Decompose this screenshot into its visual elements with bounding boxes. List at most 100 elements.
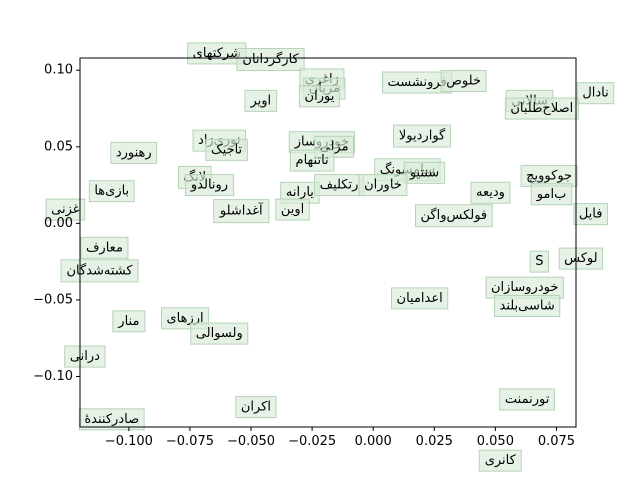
point-label: یوران xyxy=(298,85,341,108)
point-label: شاسی‌بلند xyxy=(494,295,561,318)
point-label-text: بازی‌ها xyxy=(94,184,129,199)
point-label-text: رتکلیف xyxy=(320,178,359,193)
point-label-text: اویر xyxy=(249,93,271,108)
point-label-box xyxy=(391,287,449,310)
point-label-text: کانری xyxy=(485,453,517,468)
point-label: تاجیک xyxy=(205,138,248,161)
point-label-text: تاتنهام xyxy=(296,153,330,168)
point-label: فایل xyxy=(573,203,608,226)
x-axis: −0.100 −0.075 −0.050 −0.025 0.000 0.025 0.050 0… xyxy=(105,427,575,449)
y-axis: −0.10 −0.05 0.00 0.05 0.10 xyxy=(33,63,80,384)
point-label-text: اصلاح‌طلبان xyxy=(510,101,573,116)
x-tick-label: 0.025 xyxy=(416,434,453,449)
point-label-text: تاجیک xyxy=(211,142,243,157)
x-tick-label: 0.000 xyxy=(355,434,392,449)
point-label-text: یارانه xyxy=(286,185,314,200)
x-tick-label: −0.075 xyxy=(166,434,214,449)
point-label-box xyxy=(470,181,511,204)
point-label-box xyxy=(80,236,129,259)
point-label-box xyxy=(184,174,235,197)
y-tick-label: 0.10 xyxy=(44,63,73,78)
point-label-text: کشته‌شدگان xyxy=(66,262,133,278)
point-label: رونالدو xyxy=(184,174,235,197)
point-label: اویر xyxy=(244,89,278,112)
word-labels-layer: شرکتهایکارگردانانزاغریمریانیوراناویرفرون… xyxy=(45,42,615,472)
point-label-box xyxy=(45,198,86,221)
point-label-text: اوین xyxy=(281,202,304,217)
point-label-box xyxy=(88,180,135,203)
point-label-box xyxy=(392,124,452,148)
point-label-text: ولسوالی xyxy=(196,326,243,341)
point-label: کانری xyxy=(478,449,522,472)
point-label-box xyxy=(190,322,249,345)
point-label: خودروسازان xyxy=(485,276,564,299)
point-label-text: فایل xyxy=(579,207,603,222)
point-label-box xyxy=(289,149,335,172)
point-label: سنتیو xyxy=(403,161,446,184)
point-label-text: گواردیولا xyxy=(399,128,446,144)
point-label-box xyxy=(275,198,310,221)
point-label: اصلاح‌طلبان xyxy=(504,97,579,120)
y-tick-label: −0.10 xyxy=(33,369,73,384)
point-label-box xyxy=(494,295,561,318)
point-label-text: صادرکنندهٔ xyxy=(84,412,139,427)
point-label-text: لوکس xyxy=(564,251,597,266)
point-label-text: معارف xyxy=(86,240,123,255)
point-label-box xyxy=(504,97,579,120)
point-label-box xyxy=(403,161,446,184)
point-label: غزنی xyxy=(45,198,86,221)
point-label-box xyxy=(236,48,305,72)
point-label-text: خلوص xyxy=(446,73,481,88)
point-label-text: رونالدو xyxy=(190,178,228,193)
y-tick-label: 0.00 xyxy=(44,216,73,231)
point-label-text: یوران xyxy=(305,89,335,104)
point-label-text: آغداشلو xyxy=(219,202,264,219)
point-label-text: اکران xyxy=(241,400,271,415)
point-label-box xyxy=(499,388,556,411)
point-label: خلوص xyxy=(440,69,487,92)
point-label: منار xyxy=(112,310,146,333)
point-label: یارانه xyxy=(280,181,320,204)
point-label-box xyxy=(440,69,487,92)
point-label: کشته‌شدگان xyxy=(60,259,139,283)
point-label-text: فولکس‌واگن xyxy=(421,207,488,223)
point-label-text: نادال xyxy=(582,86,608,101)
point-label-box xyxy=(112,310,146,333)
point-label-box xyxy=(358,174,408,197)
point-label: ولسوالی xyxy=(190,322,249,345)
point-label-text: ب‌امو xyxy=(536,187,567,202)
point-label-text: درانی xyxy=(70,349,100,364)
point-label-box xyxy=(573,203,608,226)
point-label-text: فرونشست xyxy=(388,75,447,90)
point-label-text: جوکوویچ xyxy=(526,168,572,183)
point-label-box xyxy=(244,89,278,112)
point-label: رهنورد xyxy=(110,141,158,164)
x-tick-label: −0.100 xyxy=(105,434,153,449)
point-label-box xyxy=(298,85,341,108)
y-tick-label: 0.05 xyxy=(44,139,73,154)
point-label-box xyxy=(529,250,549,273)
point-label-text: کارگردانان xyxy=(242,51,299,67)
point-label-text: منار xyxy=(117,314,139,329)
point-label: درانی xyxy=(64,345,106,368)
point-label-box xyxy=(78,408,145,431)
point-label-text: تورنمنت xyxy=(505,392,550,407)
point-label: اوین xyxy=(275,198,310,221)
point-label: صادرکنندهٔ xyxy=(78,408,145,431)
x-tick-label: 0.050 xyxy=(477,434,514,449)
point-label-box xyxy=(558,247,604,270)
point-label-box xyxy=(235,396,277,419)
point-label: بازی‌ها xyxy=(88,180,135,203)
point-label: کارگردانان xyxy=(236,48,305,72)
point-label: جوکوویچ xyxy=(520,164,578,187)
point-label-box xyxy=(576,82,615,105)
x-tick-label: −0.025 xyxy=(288,434,336,449)
point-label-text: اعدامیان xyxy=(397,291,443,306)
point-label: خاوران xyxy=(358,174,408,197)
point-label-box xyxy=(205,138,248,161)
point-label: تاتنهام xyxy=(289,149,335,172)
point-label-text: خودروسازان xyxy=(491,280,558,295)
point-label-text: غزنی xyxy=(51,202,80,217)
axes-frame xyxy=(79,57,577,428)
